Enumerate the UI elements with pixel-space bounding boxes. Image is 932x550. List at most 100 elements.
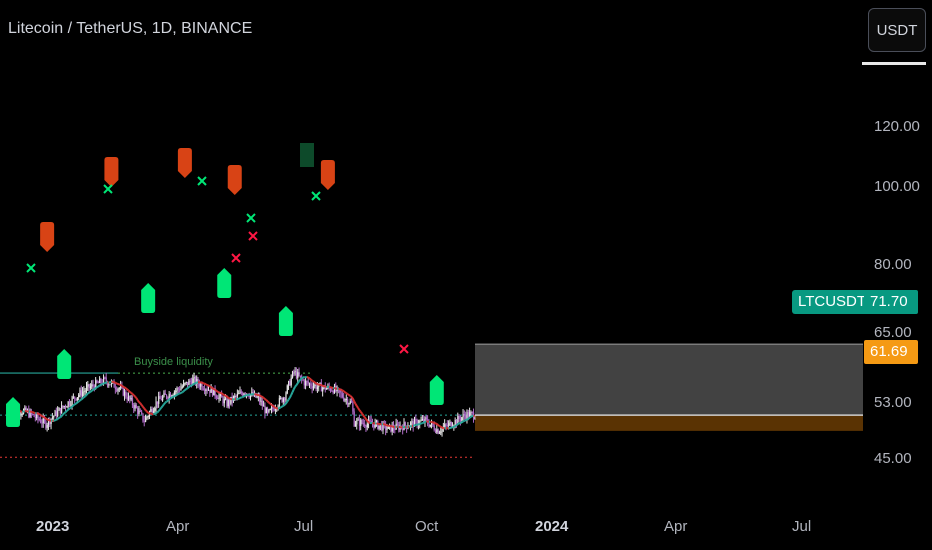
candle-body <box>42 418 44 424</box>
moving-average-segment <box>375 422 379 425</box>
candle-body <box>331 390 333 392</box>
candle-body <box>365 426 367 428</box>
moving-average-segment <box>211 387 215 390</box>
candle-body <box>68 401 71 405</box>
moving-average-segment <box>242 395 245 398</box>
candle-body <box>284 398 286 401</box>
candle-body <box>97 382 99 384</box>
candle-body <box>294 371 296 373</box>
candle-body <box>169 393 172 397</box>
moving-average-segment <box>192 382 195 386</box>
candle-body <box>159 396 161 399</box>
candle-body <box>339 389 341 393</box>
candle-body <box>58 407 60 411</box>
moving-average-segment <box>359 411 363 415</box>
candle-body <box>375 420 378 422</box>
candle-body <box>345 399 347 401</box>
moving-average-segment <box>226 395 229 399</box>
candle-body <box>297 372 299 378</box>
candle-body <box>127 396 130 400</box>
candle-body <box>260 400 262 402</box>
candle-body <box>424 417 426 422</box>
moving-average-segment <box>99 383 102 387</box>
moving-average-segment <box>95 386 98 389</box>
time-tick: Oct <box>415 518 439 535</box>
candle-body <box>259 396 261 402</box>
candle-body <box>160 398 162 401</box>
moving-average-segment <box>312 380 316 384</box>
moving-average-segment <box>285 401 289 405</box>
candle-body <box>138 410 140 414</box>
moving-average-segment <box>217 390 220 394</box>
candle-body <box>185 381 187 383</box>
cross-marker-icon <box>26 263 36 273</box>
candle-body <box>390 424 392 432</box>
moving-average-segment <box>92 388 95 391</box>
moving-average-segment <box>363 416 367 420</box>
candle-body <box>64 406 67 408</box>
moving-average-segment <box>150 412 153 416</box>
candle-body <box>361 420 363 424</box>
moving-average-segment <box>60 413 64 417</box>
candle-body <box>24 407 26 410</box>
time-tick: Jul <box>294 518 314 535</box>
moving-average-segment <box>77 399 81 403</box>
moving-average-segment <box>229 397 232 400</box>
candle-body <box>164 393 166 395</box>
candle-body <box>311 386 313 389</box>
candle-body <box>40 420 42 423</box>
sell-signal-icon <box>320 160 335 190</box>
candle-body <box>281 397 283 402</box>
moving-average-segment <box>385 424 388 427</box>
moving-average-segment <box>81 396 85 400</box>
moving-average-segment <box>47 419 51 422</box>
moving-average-segment <box>126 388 130 392</box>
candle-body <box>364 423 366 427</box>
candle-body <box>84 390 86 392</box>
moving-average-segment <box>420 422 423 425</box>
currency-button[interactable]: USDT <box>868 8 926 52</box>
moving-average-segment <box>146 410 149 414</box>
candle-body <box>225 398 227 400</box>
candle-body <box>410 422 412 427</box>
moving-average-segment <box>307 376 311 380</box>
candle-body <box>87 384 89 387</box>
moving-average-segment <box>467 416 471 420</box>
time-tick: Jul <box>792 518 812 535</box>
moving-average-segment <box>144 409 148 413</box>
moving-average-segment <box>91 388 94 392</box>
candle-body <box>158 396 160 404</box>
candle-body <box>20 414 22 416</box>
candle-body <box>385 423 387 430</box>
candle-body <box>352 402 354 412</box>
candle-body <box>402 427 404 431</box>
candle-body <box>192 378 194 386</box>
moving-average-segment <box>186 386 190 390</box>
moving-average-segment <box>84 394 88 398</box>
candle-body <box>387 425 389 429</box>
moving-average-segment <box>261 396 265 399</box>
candle-body <box>309 383 311 385</box>
candle-body <box>33 414 35 417</box>
candle-body <box>122 386 124 396</box>
candle-body <box>221 394 223 398</box>
moving-average-segment <box>159 407 163 410</box>
moving-average-segment <box>156 410 160 414</box>
cross-marker-icon <box>248 231 258 241</box>
moving-average-segment <box>215 389 219 393</box>
candle-body <box>267 408 269 413</box>
moving-average-segment <box>114 381 118 385</box>
candle-body <box>218 396 220 400</box>
moving-average-segment <box>185 387 189 390</box>
moving-average-segment <box>224 394 228 398</box>
moving-average-segment <box>269 402 273 406</box>
moving-average-segment <box>435 422 438 425</box>
candle-body <box>61 405 63 414</box>
moving-average-segment <box>188 385 191 388</box>
candle-body <box>244 393 246 395</box>
candle-body <box>366 423 368 428</box>
candle-body <box>277 406 279 409</box>
candle-body <box>273 408 275 411</box>
candle-body <box>89 386 92 389</box>
